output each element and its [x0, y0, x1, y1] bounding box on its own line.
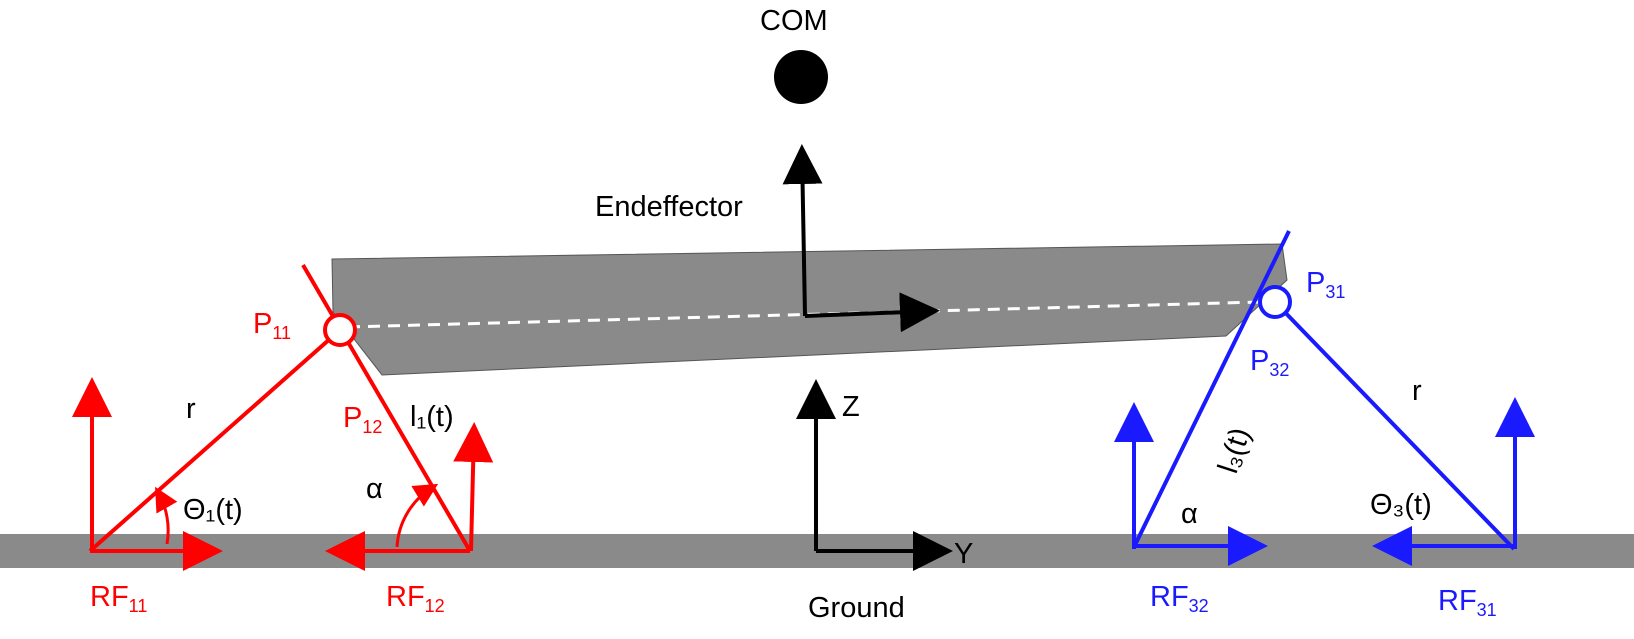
- theta3-label: Θ₃(t): [1370, 489, 1432, 521]
- endeffector-label: Endeffector: [595, 191, 743, 223]
- leg-1-crank-link: [88, 328, 342, 553]
- com-label: COM: [760, 5, 828, 37]
- rf11-label: RF11: [90, 581, 147, 616]
- ground-label: Ground: [808, 592, 905, 624]
- alpha-left-angle-arc: [395, 483, 439, 548]
- joint-p11: [323, 313, 357, 347]
- joint-p31: [1258, 285, 1292, 319]
- leg-1-passive-link: [301, 263, 472, 553]
- l1-label: l₁(t): [410, 401, 454, 433]
- p32-label: P32: [1250, 345, 1289, 380]
- leg-3-crank-link: [1273, 300, 1516, 551]
- theta1-label: Θ₁(t): [183, 494, 243, 526]
- r-left-label: r: [186, 393, 196, 425]
- l3-label: l₃(t): [1212, 424, 1257, 477]
- rf12-label: RF12: [386, 581, 445, 616]
- alpha-left-label: α: [366, 473, 383, 505]
- endeffector-dashed-axis: [347, 300, 1261, 329]
- leg-3-passive-link: [1133, 230, 1291, 546]
- alpha-right-label: α: [1181, 498, 1198, 530]
- endeffector-body: [331, 243, 1288, 376]
- endeffector-z-axis: [782, 144, 823, 317]
- com-point: [774, 50, 828, 104]
- theta1-angle-arc: [155, 486, 178, 545]
- r-right-label: r: [1412, 375, 1422, 407]
- p11-label: P11: [253, 308, 291, 343]
- p31-label: P31: [1306, 267, 1345, 302]
- rf32-label: RF32: [1150, 581, 1209, 616]
- axis-z-label: Z: [842, 391, 860, 423]
- rf31-label: RF31: [1438, 585, 1497, 620]
- rf12-z-arrow: [453, 422, 494, 552]
- p12-label: P12: [343, 402, 382, 437]
- endeffector-y-axis: [804, 292, 940, 333]
- axis-y-label: Y: [954, 538, 973, 570]
